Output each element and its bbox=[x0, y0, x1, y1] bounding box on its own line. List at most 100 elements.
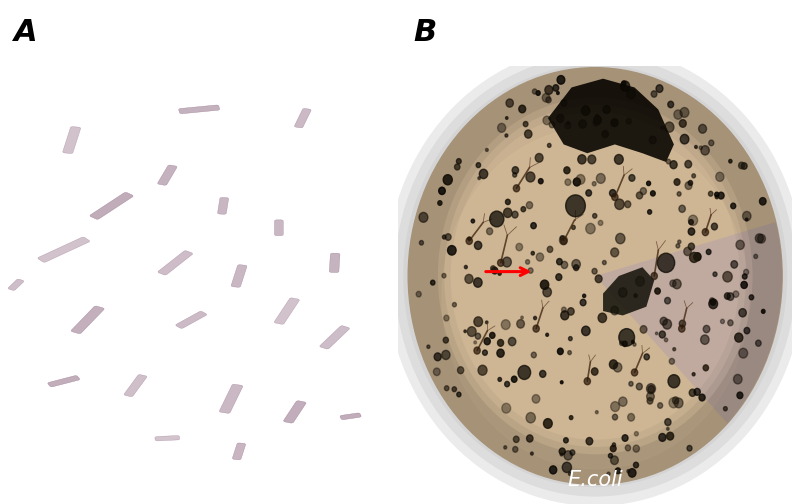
Circle shape bbox=[561, 381, 563, 384]
Circle shape bbox=[543, 419, 552, 428]
Circle shape bbox=[447, 245, 456, 255]
Circle shape bbox=[581, 299, 586, 306]
Circle shape bbox=[465, 274, 473, 283]
Circle shape bbox=[557, 76, 565, 84]
Circle shape bbox=[497, 349, 505, 357]
Circle shape bbox=[739, 162, 744, 169]
Circle shape bbox=[594, 116, 601, 124]
Circle shape bbox=[628, 413, 634, 421]
FancyBboxPatch shape bbox=[340, 413, 361, 420]
Circle shape bbox=[512, 376, 517, 383]
Circle shape bbox=[558, 348, 563, 355]
FancyBboxPatch shape bbox=[284, 401, 306, 423]
Circle shape bbox=[651, 273, 657, 280]
Circle shape bbox=[584, 377, 591, 385]
Circle shape bbox=[703, 229, 709, 236]
Circle shape bbox=[679, 325, 685, 332]
Circle shape bbox=[444, 337, 448, 343]
Circle shape bbox=[598, 313, 607, 323]
Circle shape bbox=[556, 274, 562, 280]
Circle shape bbox=[578, 155, 586, 164]
Circle shape bbox=[420, 240, 424, 245]
Circle shape bbox=[464, 330, 466, 333]
Circle shape bbox=[586, 190, 592, 196]
Circle shape bbox=[688, 243, 695, 250]
Circle shape bbox=[659, 331, 665, 338]
Circle shape bbox=[714, 192, 719, 197]
Circle shape bbox=[627, 470, 630, 473]
Circle shape bbox=[527, 202, 533, 209]
Circle shape bbox=[427, 345, 430, 348]
Circle shape bbox=[561, 311, 569, 320]
Circle shape bbox=[615, 468, 620, 474]
Circle shape bbox=[603, 261, 606, 265]
Circle shape bbox=[680, 119, 686, 128]
Circle shape bbox=[513, 185, 520, 192]
Circle shape bbox=[528, 268, 533, 273]
FancyBboxPatch shape bbox=[275, 220, 284, 236]
FancyBboxPatch shape bbox=[274, 298, 299, 324]
Circle shape bbox=[611, 446, 616, 452]
Circle shape bbox=[611, 194, 618, 201]
Circle shape bbox=[546, 97, 551, 103]
Polygon shape bbox=[603, 267, 654, 316]
Circle shape bbox=[629, 174, 635, 181]
Circle shape bbox=[475, 333, 481, 339]
Circle shape bbox=[573, 265, 579, 271]
Circle shape bbox=[505, 134, 508, 137]
Circle shape bbox=[615, 199, 624, 210]
Circle shape bbox=[669, 358, 675, 364]
Circle shape bbox=[502, 257, 512, 267]
Circle shape bbox=[758, 234, 765, 243]
Circle shape bbox=[579, 120, 586, 128]
Circle shape bbox=[531, 251, 535, 255]
Circle shape bbox=[619, 341, 623, 345]
Circle shape bbox=[739, 308, 746, 317]
Circle shape bbox=[596, 173, 605, 183]
Circle shape bbox=[581, 326, 590, 336]
Circle shape bbox=[644, 354, 649, 360]
Circle shape bbox=[756, 340, 761, 346]
Circle shape bbox=[512, 447, 518, 452]
Circle shape bbox=[474, 347, 480, 354]
Circle shape bbox=[664, 338, 668, 342]
Circle shape bbox=[550, 466, 557, 474]
Circle shape bbox=[478, 365, 487, 375]
Circle shape bbox=[694, 253, 701, 261]
Circle shape bbox=[471, 219, 474, 223]
Circle shape bbox=[442, 350, 450, 359]
Circle shape bbox=[527, 435, 533, 442]
Circle shape bbox=[485, 321, 488, 324]
Circle shape bbox=[670, 161, 677, 169]
Circle shape bbox=[646, 181, 650, 185]
Circle shape bbox=[568, 351, 571, 355]
Circle shape bbox=[673, 348, 676, 351]
Circle shape bbox=[557, 92, 559, 94]
Circle shape bbox=[683, 247, 691, 256]
Circle shape bbox=[536, 91, 540, 95]
Circle shape bbox=[485, 148, 488, 151]
Circle shape bbox=[651, 91, 657, 97]
Circle shape bbox=[699, 124, 706, 133]
Circle shape bbox=[703, 326, 710, 333]
Circle shape bbox=[669, 398, 678, 408]
Circle shape bbox=[577, 174, 585, 184]
Circle shape bbox=[443, 235, 446, 239]
FancyBboxPatch shape bbox=[329, 253, 340, 273]
Circle shape bbox=[592, 214, 597, 218]
Circle shape bbox=[637, 192, 642, 199]
Circle shape bbox=[710, 299, 716, 305]
Circle shape bbox=[634, 294, 638, 297]
Circle shape bbox=[539, 370, 546, 377]
Circle shape bbox=[725, 293, 730, 299]
Circle shape bbox=[502, 403, 511, 413]
Circle shape bbox=[478, 177, 481, 179]
Circle shape bbox=[557, 259, 562, 265]
Circle shape bbox=[640, 187, 646, 195]
Circle shape bbox=[634, 462, 638, 468]
Circle shape bbox=[596, 411, 598, 414]
Text: E.coli: E.coli bbox=[567, 470, 623, 490]
Circle shape bbox=[482, 350, 487, 355]
Circle shape bbox=[656, 332, 658, 335]
Circle shape bbox=[489, 211, 504, 227]
